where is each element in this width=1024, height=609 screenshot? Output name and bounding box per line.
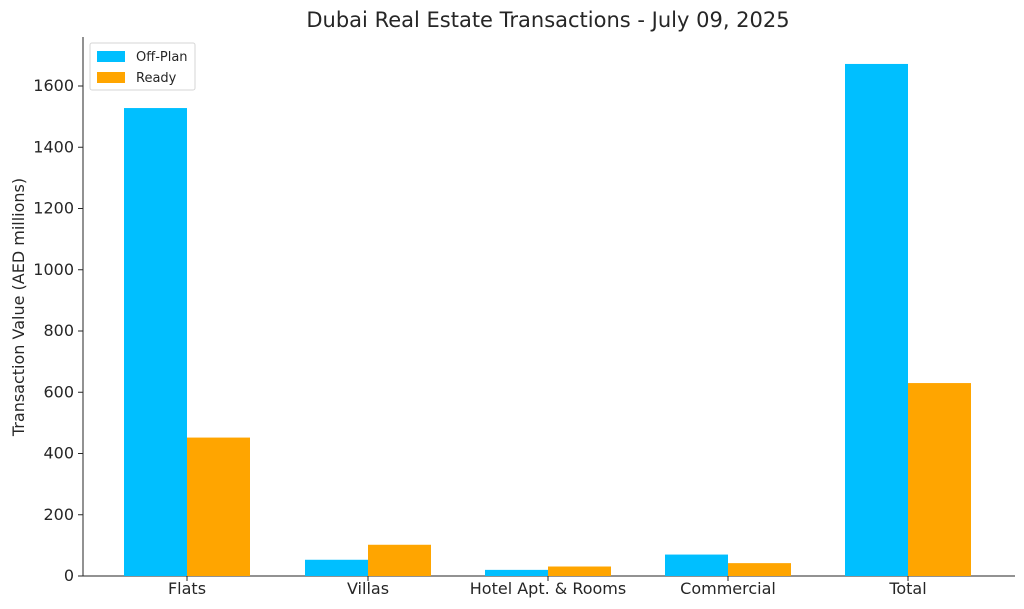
bar-ready xyxy=(548,566,611,576)
y-tick-label: 600 xyxy=(43,382,74,401)
y-tick-label: 1400 xyxy=(33,137,74,156)
legend-label: Ready xyxy=(136,71,177,86)
legend: Off-Plan Ready xyxy=(89,42,196,91)
x-tick-label: Villas xyxy=(347,579,389,598)
bar-ready xyxy=(368,544,431,576)
y-tick-label: 200 xyxy=(43,505,74,524)
y-tick-label: 0 xyxy=(64,566,74,585)
x-tick-label: Hotel Apt. & Rooms xyxy=(470,579,626,598)
legend-label: Off-Plan xyxy=(136,50,188,65)
x-tick-label: Total xyxy=(888,579,926,598)
bar-off-plan xyxy=(124,108,187,577)
x-tick-label: Commercial xyxy=(680,579,776,598)
y-axis-label: Transaction Value (AED millions) xyxy=(9,178,28,437)
plot-area: 0 200 400 600 800 1000 1200 1400 1600 Flats Villas… xyxy=(33,37,1015,598)
bar-ready xyxy=(728,563,791,576)
bar-off-plan xyxy=(665,554,728,576)
y-tick-label: 1000 xyxy=(33,260,74,279)
bar-off-plan xyxy=(845,63,908,576)
y-tick-label: 1200 xyxy=(33,199,74,218)
y-tick-label: 1600 xyxy=(33,76,74,95)
y-tick-label: 400 xyxy=(43,444,74,463)
bar-off-plan xyxy=(485,569,548,576)
x-tick-label: Flats xyxy=(168,579,206,598)
y-tick-label: 800 xyxy=(43,321,74,340)
bar-ready xyxy=(187,437,250,576)
bar-ready xyxy=(908,383,971,576)
legend-swatch xyxy=(97,51,125,62)
legend-swatch xyxy=(97,72,125,83)
bar-off-plan xyxy=(305,559,368,576)
chart-title: Dubai Real Estate Transactions - July 09… xyxy=(306,8,789,32)
